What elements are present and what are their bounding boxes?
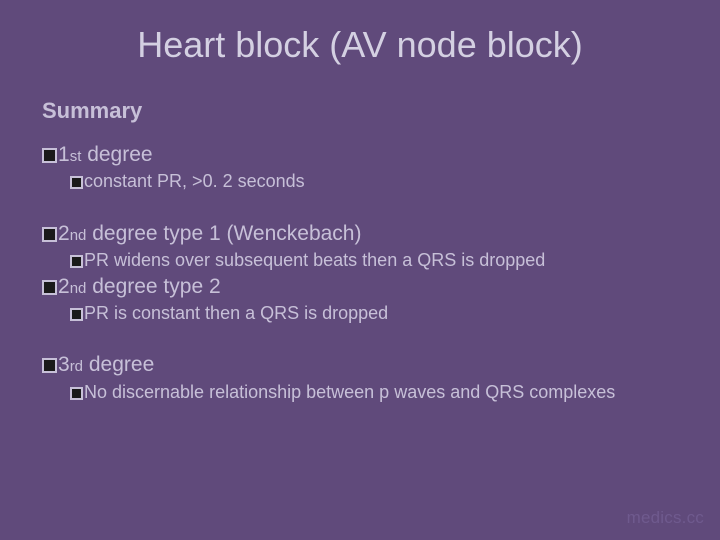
list-item: 1st degree [42, 142, 680, 168]
item-heading-text: degree [81, 143, 152, 166]
list-item: 3rd degree [42, 352, 680, 378]
item-heading-text: degree [83, 353, 154, 376]
subitem-text: No discernable relationship between p wa… [84, 382, 615, 402]
square-bullet-icon [70, 387, 83, 400]
square-bullet-icon [70, 176, 83, 189]
square-bullet-icon [70, 255, 83, 268]
ordinal-number: 2 [58, 275, 70, 298]
subitem-text: constant PR, >0. 2 seconds [84, 171, 305, 191]
ordinal-number: 1 [58, 143, 70, 166]
list-item: 2nd degree type 1 (Wenckebach) [42, 221, 680, 247]
ordinal-number: 2 [58, 222, 70, 245]
list-item: 2nd degree type 2 [42, 274, 680, 300]
item-heading-text: degree type 1 (Wenckebach) [86, 222, 361, 245]
list-subitem: No discernable relationship between p wa… [42, 381, 680, 404]
square-bullet-icon [42, 227, 57, 242]
square-bullet-icon [70, 308, 83, 321]
list-subitem: PR is constant then a QRS is dropped [42, 302, 680, 325]
square-bullet-icon [42, 148, 57, 163]
square-bullet-icon [42, 280, 57, 295]
summary-heading: Summary [0, 98, 720, 124]
list-subitem: constant PR, >0. 2 seconds [42, 170, 680, 193]
subitem-text: PR widens over subsequent beats then a Q… [84, 250, 545, 270]
slide: Heart block (AV node block) Summary 1st … [0, 0, 720, 540]
square-bullet-icon [42, 358, 57, 373]
ordinal-suffix: nd [70, 280, 87, 297]
item-heading-text: degree type 2 [86, 275, 220, 298]
spacer [42, 324, 680, 338]
subitem-text: PR is constant then a QRS is dropped [84, 303, 388, 323]
page-title: Heart block (AV node block) [0, 0, 720, 74]
watermark: medics.cc [627, 508, 704, 528]
ordinal-number: 3 [58, 353, 70, 376]
ordinal-suffix: nd [70, 227, 87, 244]
list-subitem: PR widens over subsequent beats then a Q… [42, 249, 680, 272]
content-block: 1st degree constant PR, >0. 2 seconds 2n… [0, 142, 720, 403]
spacer [42, 193, 680, 207]
ordinal-suffix: st [70, 148, 82, 165]
ordinal-suffix: rd [70, 358, 83, 375]
